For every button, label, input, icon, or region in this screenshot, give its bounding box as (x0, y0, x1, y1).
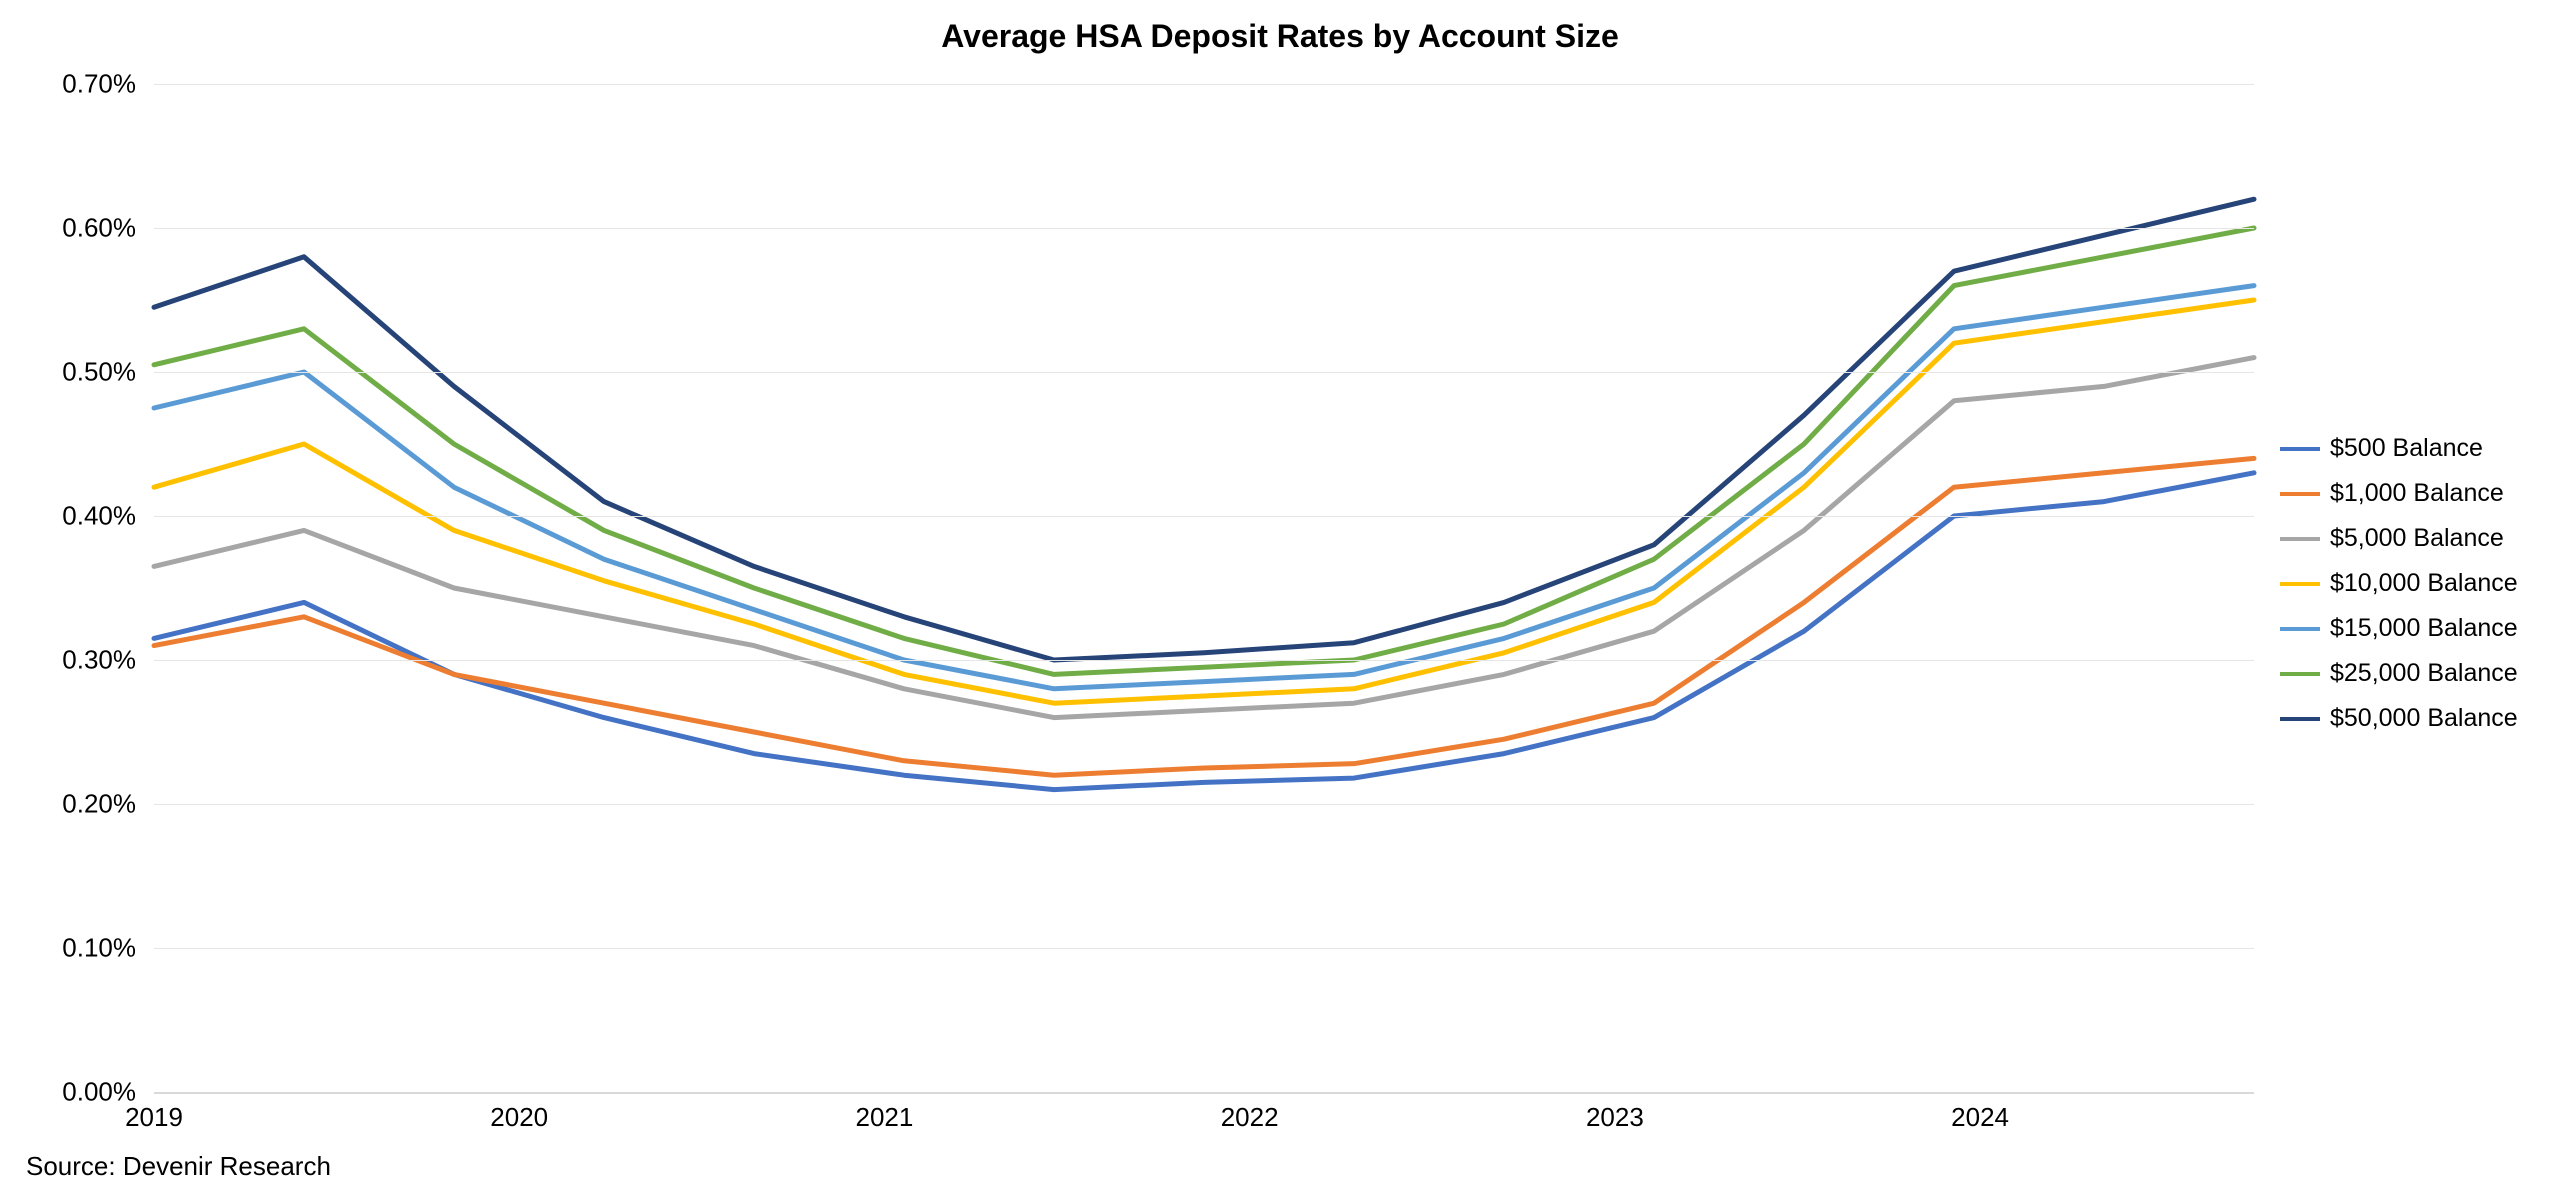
gridline (154, 516, 2254, 517)
legend-label: $1,000 Balance (2330, 479, 2504, 508)
legend-item: $15,000 Balance (2280, 614, 2518, 643)
gridline (154, 84, 2254, 85)
x-tick-label: 2023 (1586, 1102, 1644, 1133)
legend-item: $10,000 Balance (2280, 569, 2518, 598)
legend-swatch (2280, 627, 2320, 631)
x-tick-label: 2019 (125, 1102, 183, 1133)
legend-swatch (2280, 582, 2320, 586)
source-text: Source: Devenir Research (26, 1151, 331, 1182)
plot-area: 0.00%0.10%0.20%0.30%0.40%0.50%0.60%0.70%… (154, 84, 2254, 1092)
gridline (154, 804, 2254, 805)
gridline (154, 228, 2254, 229)
legend-item: $5,000 Balance (2280, 524, 2518, 553)
legend-swatch (2280, 717, 2320, 721)
legend-swatch (2280, 672, 2320, 676)
y-tick-label: 0.20% (62, 789, 136, 820)
x-axis-line (154, 1092, 2254, 1094)
y-tick-label: 0.10% (62, 933, 136, 964)
x-tick-label: 2022 (1221, 1102, 1279, 1133)
chart-legend: $500 Balance $1,000 Balance $5,000 Balance… (2280, 434, 2518, 749)
y-tick-label: 0.70% (62, 69, 136, 100)
legend-label: $50,000 Balance (2330, 704, 2518, 733)
y-tick-label: 0.60% (62, 213, 136, 244)
legend-label: $10,000 Balance (2330, 569, 2518, 598)
legend-label: $15,000 Balance (2330, 614, 2518, 643)
x-tick-label: 2020 (490, 1102, 548, 1133)
series-line (154, 228, 2254, 674)
y-tick-label: 0.40% (62, 501, 136, 532)
legend-item: $50,000 Balance (2280, 704, 2518, 733)
x-tick-label: 2021 (856, 1102, 914, 1133)
x-tick-label: 2024 (1951, 1102, 2009, 1133)
legend-swatch (2280, 492, 2320, 496)
chart-lines-svg (154, 84, 2254, 1092)
legend-item: $500 Balance (2280, 434, 2518, 463)
legend-label: $500 Balance (2330, 434, 2483, 463)
y-tick-label: 0.30% (62, 645, 136, 676)
legend-label: $5,000 Balance (2330, 524, 2504, 553)
y-tick-label: 0.50% (62, 357, 136, 388)
legend-label: $25,000 Balance (2330, 659, 2518, 688)
legend-item: $25,000 Balance (2280, 659, 2518, 688)
series-line (154, 458, 2254, 775)
chart-title: Average HSA Deposit Rates by Account Siz… (0, 18, 2560, 55)
legend-item: $1,000 Balance (2280, 479, 2518, 508)
legend-swatch (2280, 537, 2320, 541)
legend-swatch (2280, 447, 2320, 451)
gridline (154, 372, 2254, 373)
gridline (154, 660, 2254, 661)
gridline (154, 948, 2254, 949)
series-line (154, 473, 2254, 790)
series-line (154, 286, 2254, 689)
chart-container: Average HSA Deposit Rates by Account Siz… (0, 0, 2560, 1194)
